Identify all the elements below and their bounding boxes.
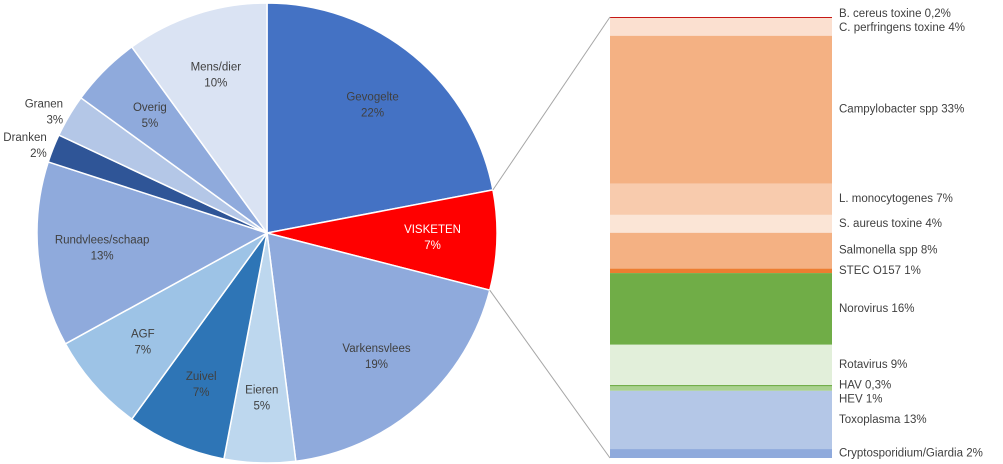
slice-name: Gevogelte bbox=[346, 91, 398, 103]
pie-slice bbox=[266, 189, 498, 292]
segment-label: S. aureus toxine 4% bbox=[839, 218, 942, 230]
slice-name: Zuivel bbox=[186, 371, 217, 383]
segment-value: 9% bbox=[891, 359, 908, 371]
pie-slice bbox=[130, 2, 268, 236]
segment-value: 4% bbox=[948, 22, 965, 34]
segment-label: B. cereus toxine 0,2% bbox=[839, 8, 951, 20]
slice-value: 5% bbox=[253, 401, 270, 413]
slice-label: Mens/dier 10% bbox=[191, 62, 242, 90]
bar-segment bbox=[610, 35, 832, 184]
slice-label: Gevogelte 22% bbox=[346, 91, 398, 119]
segment-name: Rotavirus bbox=[839, 359, 888, 371]
slice-value: 22% bbox=[361, 107, 384, 119]
slice-label: Varkensvlees 19% bbox=[342, 343, 410, 371]
slice-value: 10% bbox=[204, 78, 227, 90]
bar-segment bbox=[610, 183, 832, 215]
slice-name: Eieren bbox=[245, 385, 278, 397]
pie-slice bbox=[266, 231, 491, 463]
segment-label: HEV 1% bbox=[839, 394, 882, 406]
slice-name: Varkensvlees bbox=[342, 343, 410, 355]
segment-label: Cryptosporidium/Giardia 2% bbox=[839, 448, 983, 460]
segment-value: 8% bbox=[921, 245, 938, 257]
bar-segment bbox=[610, 17, 832, 19]
segment-name: C. perfringens toxine bbox=[839, 22, 945, 34]
segment-value: 2% bbox=[966, 448, 983, 460]
segment-name: Toxoplasma bbox=[839, 414, 901, 426]
slice-label: Dranken 2% bbox=[3, 132, 46, 160]
slice-value: 2% bbox=[30, 148, 47, 160]
slice-value: 7% bbox=[424, 240, 441, 252]
segment-label: Campylobacter spp 33% bbox=[839, 104, 964, 116]
segment-value: 4% bbox=[925, 218, 942, 230]
slice-value: 5% bbox=[142, 118, 159, 130]
slice-label: Granen 3% bbox=[25, 98, 63, 126]
segment-value: 0,2% bbox=[925, 8, 951, 20]
segment-name: HEV bbox=[839, 394, 863, 406]
segment-label: Toxoplasma 13% bbox=[839, 414, 927, 426]
slice-label: VISKETEN 7% bbox=[404, 224, 461, 252]
segment-name: Norovirus bbox=[839, 303, 888, 315]
bar-segment bbox=[610, 344, 832, 386]
segment-label: Salmonella spp 8% bbox=[839, 245, 937, 257]
bar-segment bbox=[610, 268, 832, 274]
segment-label: C. perfringens toxine 4% bbox=[839, 22, 965, 34]
segment-value: 0,3% bbox=[865, 380, 891, 392]
segment-name: HAV bbox=[839, 380, 862, 392]
slice-name: Granen bbox=[25, 98, 63, 110]
segment-value: 33% bbox=[941, 104, 964, 116]
segment-name: Salmonella spp bbox=[839, 245, 918, 257]
segment-name: Cryptosporidium/Giardia bbox=[839, 448, 964, 460]
segment-label: Norovirus 16% bbox=[839, 303, 914, 315]
slice-label: AGF 7% bbox=[131, 329, 155, 357]
segment-label: STEC O157 1% bbox=[839, 265, 921, 277]
slice-value: 7% bbox=[134, 345, 151, 357]
segment-value: 13% bbox=[904, 414, 927, 426]
bar-segment bbox=[610, 390, 832, 450]
bar-segment bbox=[610, 17, 832, 36]
segment-value: 7% bbox=[936, 193, 953, 205]
segment-value: 1% bbox=[904, 265, 921, 277]
segment-label: HAV 0,3% bbox=[839, 380, 891, 392]
segment-value: 1% bbox=[866, 394, 883, 406]
slice-value: 3% bbox=[46, 114, 63, 126]
slice-name: Rundvlees/schaap bbox=[55, 235, 150, 247]
bar-segment bbox=[610, 232, 832, 269]
pie-slice bbox=[266, 2, 494, 234]
pie-slice bbox=[130, 232, 268, 460]
bar-segment bbox=[610, 449, 832, 458]
segment-name: Campylobacter spp bbox=[839, 104, 938, 116]
segment-label: L. monocytogenes 7% bbox=[839, 193, 953, 205]
connector bbox=[489, 289, 611, 459]
segment-name: L. monocytogenes bbox=[839, 193, 933, 205]
slice-label: Eieren 5% bbox=[245, 385, 278, 413]
segment-name: STEC O157 bbox=[839, 265, 901, 277]
connector bbox=[492, 16, 611, 191]
pie-slice bbox=[36, 160, 269, 345]
slice-name: Mens/dier bbox=[191, 62, 242, 74]
slice-name: Overig bbox=[133, 102, 167, 114]
slice-label: Zuivel 7% bbox=[186, 371, 217, 399]
segment-value: 16% bbox=[891, 303, 914, 315]
segment-label: Rotavirus 9% bbox=[839, 359, 907, 371]
segment-name: S. aureus toxine bbox=[839, 218, 922, 230]
slice-label: Rundvlees/schaap 13% bbox=[55, 235, 150, 263]
slice-value: 13% bbox=[91, 251, 114, 263]
pie-slice bbox=[64, 232, 268, 421]
slice-name: VISKETEN bbox=[404, 224, 461, 236]
slice-label: Overig 5% bbox=[133, 102, 167, 130]
slice-name: Dranken bbox=[3, 132, 46, 144]
bar-segment bbox=[610, 385, 832, 387]
slice-name: AGF bbox=[131, 329, 155, 341]
slice-value: 19% bbox=[365, 359, 388, 371]
bar-segment bbox=[610, 214, 832, 233]
bar-segment bbox=[610, 273, 832, 345]
slice-value: 7% bbox=[193, 387, 210, 399]
segment-name: B. cereus toxine bbox=[839, 8, 921, 20]
bar-segment bbox=[610, 386, 832, 391]
